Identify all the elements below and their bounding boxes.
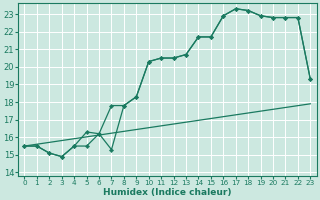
X-axis label: Humidex (Indice chaleur): Humidex (Indice chaleur)	[103, 188, 232, 197]
